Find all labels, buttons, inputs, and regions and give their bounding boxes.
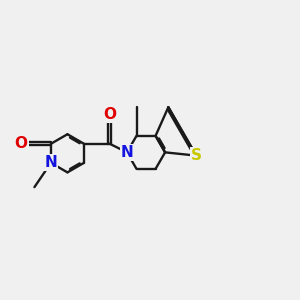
Text: S: S	[191, 148, 202, 163]
Text: O: O	[15, 136, 28, 151]
Text: N: N	[121, 145, 133, 160]
Text: O: O	[103, 107, 116, 122]
Text: N: N	[45, 155, 57, 170]
